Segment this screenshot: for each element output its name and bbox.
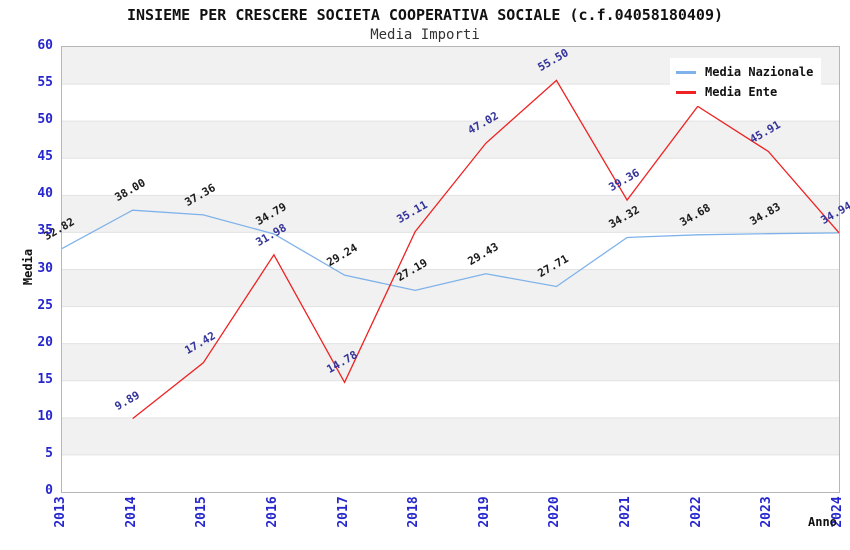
- data-point-label: 45.91: [747, 117, 784, 146]
- chart-subtitle: Media Importi: [370, 27, 480, 43]
- data-point-label: 27.71: [535, 252, 572, 281]
- y-tick-label: 5: [45, 445, 53, 461]
- data-point-label: 37.36: [182, 181, 218, 209]
- data-point-label: 39.36: [606, 166, 642, 195]
- legend-label: Media Ente: [705, 85, 778, 99]
- y-tick-label: 20: [37, 334, 53, 350]
- legend-item: Media Ente: [676, 82, 813, 102]
- data-point-label: 34.68: [677, 200, 713, 229]
- x-tick-label: 2018: [406, 496, 422, 528]
- data-point-label: 34.32: [606, 203, 642, 232]
- data-point-label: 47.02: [465, 109, 501, 138]
- data-point-label: 34.83: [747, 199, 784, 228]
- data-point-label: 29.24: [324, 241, 360, 270]
- y-tick-label: 15: [37, 371, 53, 387]
- data-point-label: 34.94: [818, 199, 850, 227]
- data-point-label: 38.00: [112, 176, 148, 205]
- y-axis-title: Media: [21, 248, 35, 286]
- y-tick-label: 60: [37, 38, 53, 53]
- chart-title: INSIEME PER CRESCERE SOCIETA COOPERATIVA…: [126, 6, 724, 24]
- legend-line-swatch-icon: [676, 70, 696, 74]
- y-tick-label: 45: [37, 149, 53, 165]
- x-tick-label: 2014: [123, 496, 139, 528]
- x-tick-label: 2015: [194, 496, 210, 528]
- y-tick-label: 30: [37, 260, 53, 276]
- data-point-label: 9.89: [112, 388, 142, 413]
- y-tick-label: 40: [37, 186, 53, 202]
- data-point-label: 27.19: [394, 256, 430, 285]
- x-tick-label: 2013: [53, 496, 68, 528]
- chart-legend: Media Nazionale Media Ente: [670, 58, 822, 106]
- legend-label: Media Nazionale: [705, 65, 814, 79]
- data-point-label: 55.50: [535, 46, 572, 75]
- data-point-labels-layer: 32.82 38.00 37.36 34.79 29.24 27.19 29.43 27.71…: [42, 46, 850, 492]
- x-tick-label: 2021: [618, 496, 634, 528]
- y-tick-label: 10: [37, 408, 53, 424]
- x-tick-label: 2017: [335, 496, 351, 528]
- x-tick-label: 2019: [476, 496, 492, 528]
- data-point-label: 29.43: [465, 239, 501, 268]
- x-tick-label: 2020: [547, 496, 563, 528]
- data-point-label: 17.42: [182, 328, 218, 357]
- y-tick-label: 25: [37, 297, 53, 313]
- data-point-label: 35.11: [394, 197, 430, 226]
- legend-item: Media Nazionale: [676, 62, 813, 82]
- x-tick-label: 2022: [688, 496, 704, 528]
- y-tick-label: 50: [37, 112, 53, 128]
- data-point-label: 14.78: [324, 348, 360, 377]
- y-tick-label: 0: [45, 483, 53, 498]
- line-plot: [61, 79, 840, 456]
- legend-line-swatch-icon: [676, 90, 696, 94]
- x-tick-label: 2023: [759, 496, 775, 528]
- x-tick-label: 2016: [264, 496, 280, 528]
- chart-area: 32.82 38.00 37.36 34.79 29.24 27.19 29.43 27.71…: [42, 46, 850, 493]
- y-tick-label: 55: [37, 75, 53, 91]
- y-tick-label: 35: [37, 223, 53, 239]
- x-axis-title: Anno: [808, 515, 837, 529]
